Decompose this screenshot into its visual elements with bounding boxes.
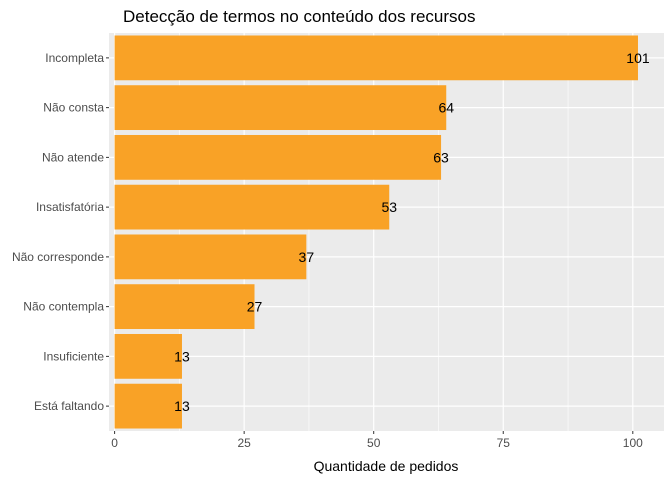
y-tick-label: Não corresponde	[12, 250, 104, 264]
data-labels: 101 64 63 53 37 27 13 13	[174, 50, 650, 414]
bar	[114, 134, 442, 180]
y-tick-label: Está faltando	[34, 399, 104, 413]
y-tick-label: Insuficiente	[43, 349, 104, 363]
y-tick-label: Não atende	[42, 150, 104, 164]
bar	[114, 234, 307, 280]
data-label: 13	[174, 348, 190, 364]
bar	[114, 284, 255, 330]
x-tick-label: 50	[367, 436, 381, 450]
data-label: 53	[381, 199, 397, 215]
bar	[114, 184, 390, 230]
data-label: 37	[299, 249, 315, 265]
y-tick-label: Insatisfatória	[36, 200, 104, 214]
data-label: 64	[438, 100, 454, 116]
bar	[114, 85, 447, 131]
x-axis-title: Quantidade de pedidos	[314, 458, 459, 474]
chart-title: Detecção de termos no conteúdo dos recur…	[123, 7, 475, 26]
x-tick-label: 25	[237, 436, 251, 450]
data-label: 63	[433, 149, 449, 165]
y-axis: Incompleta Não consta Não atende Insatisfat…	[12, 51, 109, 413]
x-tick-label: 0	[111, 436, 118, 450]
bars	[114, 35, 638, 429]
data-label: 13	[174, 398, 190, 414]
x-axis: 0 25 50 75 100	[111, 431, 643, 450]
data-label: 101	[626, 50, 650, 66]
x-tick-label: 75	[497, 436, 511, 450]
bar	[114, 35, 638, 81]
x-tick-label: 100	[623, 436, 643, 450]
bar	[114, 333, 182, 379]
data-label: 27	[247, 299, 263, 315]
y-tick-label: Não consta	[43, 101, 104, 115]
y-tick-label: Não contempla	[23, 300, 104, 314]
y-tick-label: Incompleta	[45, 51, 104, 65]
bar	[114, 383, 182, 429]
